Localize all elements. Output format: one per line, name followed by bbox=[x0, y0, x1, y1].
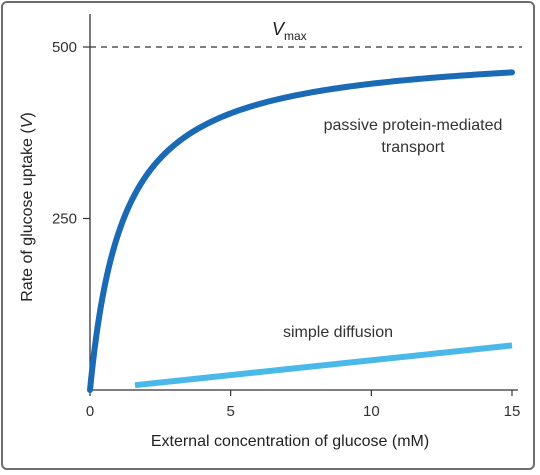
annotation-protein-line2: transport bbox=[381, 139, 445, 156]
y-axis-title-main: Rate of glucose uptake ( bbox=[19, 128, 36, 302]
x-tick-label: 10 bbox=[363, 403, 380, 420]
annotation-diffusion: simple diffusion bbox=[283, 324, 393, 341]
y-tick-label: 500 bbox=[52, 39, 77, 56]
vmax-label: Vmax bbox=[272, 19, 307, 43]
series-line-simple-diffusion bbox=[134, 342, 513, 389]
series-line-protein-mediated bbox=[87, 69, 515, 393]
y-ticks: 250 500 bbox=[52, 39, 90, 228]
x-tick-label: 0 bbox=[86, 403, 94, 420]
vmax-label-sub: max bbox=[284, 29, 307, 43]
annotation-protein-line1: passive protein-mediated bbox=[324, 117, 503, 134]
y-axis-title: Rate of glucose uptake (V) bbox=[19, 112, 36, 301]
y-axis-title-close: ) bbox=[19, 112, 36, 117]
y-axis-title-var: V bbox=[19, 116, 36, 128]
x-ticks: 0 5 10 15 bbox=[86, 390, 521, 420]
y-tick-label: 250 bbox=[52, 211, 77, 228]
vmax-label-main: V bbox=[272, 19, 286, 39]
x-tick-label: 5 bbox=[226, 403, 234, 420]
x-axis-title: External concentration of glucose (mM) bbox=[151, 433, 429, 450]
x-tick-label: 15 bbox=[504, 403, 521, 420]
